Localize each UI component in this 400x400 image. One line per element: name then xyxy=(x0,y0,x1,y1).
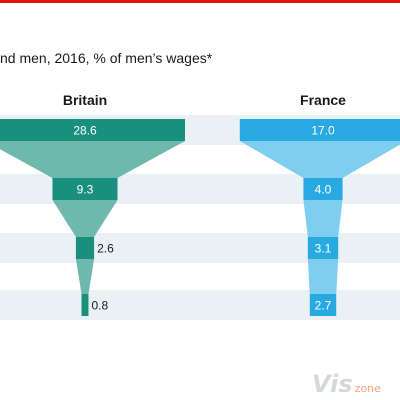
funnel-france-1 xyxy=(239,141,400,178)
bar-britain-3 xyxy=(75,237,95,259)
data-label-britain-3: 2.6 xyxy=(97,242,114,256)
data-label-britain-4: 0.8 xyxy=(92,299,109,313)
watermark-main: Vis xyxy=(312,370,353,398)
bar-britain-4 xyxy=(81,294,89,316)
funnel-france-3 xyxy=(307,259,339,294)
bar-britain-1 xyxy=(0,119,185,141)
data-label-france-1: 17.0 xyxy=(311,124,335,138)
data-label-france-4: 2.7 xyxy=(315,299,332,313)
data-label-britain-2: 9.3 xyxy=(77,183,94,197)
watermark-logo: Vis zone xyxy=(312,370,381,398)
bar-france-1 xyxy=(239,119,400,141)
bar-france-4 xyxy=(309,294,337,316)
funnel-britain-2 xyxy=(52,200,118,237)
funnel-britain-3 xyxy=(75,259,95,294)
bar-france-2 xyxy=(303,178,343,200)
funnel-britain-1 xyxy=(0,141,185,178)
chart-subtitle: nd men, 2016, % of men’s wages* xyxy=(0,50,213,66)
row-band-4 xyxy=(0,290,400,320)
bar-britain-2 xyxy=(52,178,118,200)
bar-france-3 xyxy=(307,237,339,259)
funnel-france-2 xyxy=(303,200,343,237)
top-accent-rule xyxy=(0,0,400,3)
data-label-britain-1: 28.6 xyxy=(73,124,97,138)
data-label-france-2: 4.0 xyxy=(315,183,332,197)
row-band-3 xyxy=(0,233,400,263)
watermark-suffix: zone xyxy=(354,382,381,395)
panel-title-france: France xyxy=(300,92,346,108)
panel-title-britain: Britain xyxy=(62,92,108,108)
data-label-france-3: 3.1 xyxy=(315,242,332,256)
